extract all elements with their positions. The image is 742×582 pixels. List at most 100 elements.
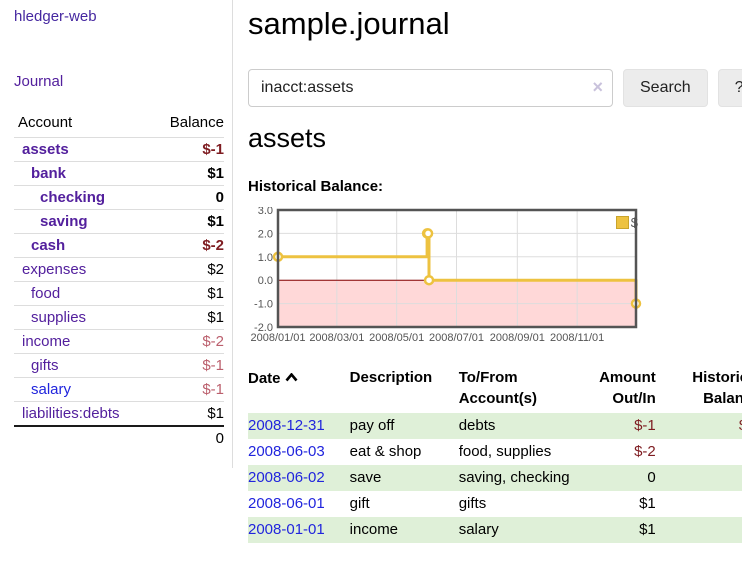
help-button[interactable]: ? (717, 69, 742, 107)
account-link-expenses[interactable]: expenses (22, 261, 87, 278)
transaction-row[interactable]: 2008-01-01 income salary $1 $1 (248, 517, 742, 543)
account-row: gifts $-1 (14, 353, 224, 378)
svg-text:2008/07/01: 2008/07/01 (429, 332, 484, 344)
account-balance: $-2 (202, 237, 224, 254)
transaction-balance: 0 (656, 439, 742, 465)
account-row: income $-2 (14, 329, 224, 354)
account-balance: 0 (215, 189, 224, 206)
register-header-account: To/From Account(s) (458, 369, 538, 407)
transaction-date-link[interactable]: 2008-06-01 (248, 495, 325, 512)
transaction-description: eat & shop (349, 443, 422, 460)
transaction-row[interactable]: 2008-06-03 eat & shop food, supplies $-2… (248, 439, 742, 465)
account-balance: $-2 (202, 333, 224, 350)
account-balance: $2 (207, 261, 224, 278)
transaction-date-link[interactable]: 2008-06-03 (248, 443, 325, 460)
transaction-date-link[interactable]: 2008-12-31 (248, 417, 325, 434)
chart-legend: $ (615, 215, 638, 230)
account-link-cash[interactable]: cash (31, 237, 66, 254)
account-row: bank $1 (14, 161, 224, 186)
accounts-total-row: 0 (14, 425, 224, 450)
sidebar: hledger-web Journal Account Balance asse… (0, 0, 233, 468)
transaction-row[interactable]: 2008-06-02 save saving, checking 0 $2 (248, 465, 742, 491)
accounts-header-balance: Balance (169, 114, 224, 131)
app-title-link[interactable]: hledger-web (14, 8, 97, 25)
transaction-amount: $1 (639, 495, 656, 512)
account-link-checking[interactable]: checking (40, 189, 106, 206)
transaction-description: income (349, 521, 399, 538)
transaction-accounts: salary (458, 521, 499, 538)
account-row: liabilities:debts $1 (14, 401, 224, 427)
account-link-gifts[interactable]: gifts (31, 357, 59, 374)
clear-search-icon[interactable]: × (592, 77, 603, 97)
svg-text:2008/05/01: 2008/05/01 (369, 332, 424, 344)
account-balance: $1 (207, 285, 224, 302)
svg-text:0.0: 0.0 (258, 275, 273, 287)
historical-balance-chart: 2008/01/01 2008/03/01 2008/05/01 2008/07/01… (248, 205, 648, 349)
svg-text:2008/03/01: 2008/03/01 (309, 332, 364, 344)
transaction-accounts: debts (458, 417, 496, 434)
series-label: $ (630, 215, 638, 230)
chart-canvas: 2008/01/01 2008/03/01 2008/05/01 2008/07/01… (250, 205, 642, 344)
account-row: saving $1 (14, 209, 224, 234)
svg-text:1.0: 1.0 (258, 252, 273, 264)
transaction-accounts: gifts (458, 495, 487, 512)
transaction-amount: 0 (647, 469, 656, 486)
transaction-date-link[interactable]: 2008-06-02 (248, 469, 325, 486)
account-balance: $-1 (202, 357, 224, 374)
transaction-row[interactable]: 2008-06-01 gift gifts $1 $2 (248, 491, 742, 517)
account-link-income[interactable]: income (22, 333, 71, 350)
account-link-salary[interactable]: salary (31, 381, 72, 398)
account-balance: $1 (207, 309, 224, 326)
main-content: sample.journal × Search ? assets Histori… (233, 0, 742, 543)
account-balance: $-1 (202, 381, 224, 398)
transaction-amount: $-2 (634, 443, 656, 460)
search-bar: × Search ? (248, 69, 742, 107)
account-row: cash $-2 (14, 233, 224, 258)
svg-text:2008/11/01: 2008/11/01 (550, 332, 604, 344)
account-balance: $1 (207, 213, 224, 230)
register-table: Date Description To/From Account(s) Amou… (248, 365, 742, 543)
transaction-balance: $2 (656, 491, 742, 517)
transaction-description: gift (349, 495, 370, 512)
account-balance: $1 (207, 165, 224, 182)
page-title: sample.journal (248, 6, 450, 41)
account-link-bank[interactable]: bank (31, 165, 67, 182)
transaction-description: pay off (349, 417, 395, 434)
account-row: expenses $2 (14, 257, 224, 282)
transaction-date-link[interactable]: 2008-01-01 (248, 521, 325, 538)
transaction-balance: $2 (656, 465, 742, 491)
transaction-row[interactable]: 2008-12-31 pay off debts $-1 $-1 (248, 413, 742, 439)
account-heading: assets (248, 123, 327, 153)
account-link-assets[interactable]: assets (22, 141, 69, 158)
account-row: supplies $1 (14, 305, 224, 330)
svg-text:2.0: 2.0 (258, 228, 273, 240)
transaction-amount: $-1 (634, 417, 656, 434)
transaction-accounts: food, supplies (458, 443, 552, 460)
transaction-description: save (349, 469, 382, 486)
account-row: food $1 (14, 281, 224, 306)
account-row: assets $-1 (14, 137, 224, 162)
account-link-liabilities-debts[interactable]: liabilities:debts (22, 405, 120, 422)
account-row: salary $-1 (14, 377, 224, 402)
sidebar-item-journal[interactable]: Journal (14, 73, 64, 90)
accounts-tree-table: Account Balance assets $-1 bank $1 check… (14, 110, 224, 450)
register-header-description: Description (349, 369, 433, 386)
accounts-total-balance: 0 (149, 425, 224, 450)
register-header-amount: Amount Out/In (599, 369, 656, 407)
account-link-saving[interactable]: saving (40, 213, 88, 230)
svg-text:3.0: 3.0 (258, 207, 273, 217)
sort-ascending-icon (285, 367, 298, 388)
series-swatch-icon (615, 216, 629, 229)
transaction-accounts: saving, checking (458, 469, 570, 486)
search-button[interactable]: Search (623, 69, 708, 107)
account-row: checking 0 (14, 185, 224, 210)
account-link-supplies[interactable]: supplies (31, 309, 87, 326)
account-link-food[interactable]: food (31, 285, 61, 302)
chart-title: Historical Balance: (248, 178, 384, 195)
register-header-balance: Historical Balance (692, 369, 742, 407)
account-balance: $-1 (202, 141, 224, 158)
register-header-date[interactable]: Date (248, 365, 350, 413)
svg-text:-2.0: -2.0 (254, 322, 273, 334)
transaction-amount: $1 (639, 521, 656, 538)
search-input[interactable] (248, 69, 613, 107)
